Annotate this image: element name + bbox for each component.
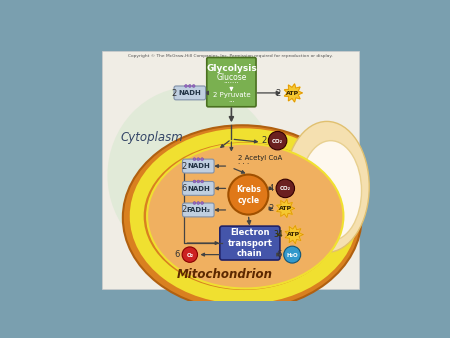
Text: Glycolysis: Glycolysis — [206, 65, 257, 73]
FancyBboxPatch shape — [102, 51, 359, 289]
Text: 34: 34 — [273, 230, 283, 239]
Text: 2: 2 — [181, 162, 187, 171]
Circle shape — [197, 180, 200, 183]
Text: 4: 4 — [269, 184, 274, 193]
Text: CO₂: CO₂ — [280, 186, 291, 191]
Text: NADH: NADH — [187, 164, 210, 169]
Circle shape — [197, 202, 200, 204]
Text: H₂O: H₂O — [286, 252, 298, 258]
Text: Krebs
cycle: Krebs cycle — [236, 185, 261, 204]
Circle shape — [193, 202, 196, 204]
Text: Cytoplasm: Cytoplasm — [121, 131, 183, 144]
Circle shape — [189, 84, 191, 88]
Text: 2: 2 — [181, 206, 187, 214]
Ellipse shape — [284, 121, 369, 252]
Polygon shape — [285, 225, 303, 244]
Text: 2 Pyruvate: 2 Pyruvate — [212, 92, 250, 98]
Polygon shape — [284, 84, 302, 102]
Polygon shape — [277, 199, 295, 218]
Circle shape — [201, 180, 203, 183]
FancyBboxPatch shape — [220, 226, 280, 260]
Text: 2: 2 — [269, 204, 274, 213]
Text: Mitochondrion: Mitochondrion — [177, 268, 273, 281]
Ellipse shape — [108, 87, 277, 264]
Circle shape — [197, 158, 200, 161]
Circle shape — [182, 247, 198, 262]
FancyBboxPatch shape — [207, 57, 256, 107]
Text: O₂: O₂ — [186, 252, 194, 258]
Text: NADH: NADH — [187, 186, 210, 192]
Text: 6: 6 — [276, 250, 281, 259]
Text: Electron
transport
chain: Electron transport chain — [227, 228, 272, 258]
FancyBboxPatch shape — [183, 203, 214, 217]
Text: NADH: NADH — [179, 90, 201, 96]
Circle shape — [184, 84, 187, 88]
Text: ATP: ATP — [287, 233, 300, 238]
Circle shape — [268, 131, 287, 150]
Text: Glucose: Glucose — [216, 73, 247, 82]
Circle shape — [201, 158, 203, 161]
Text: ·······: ······· — [224, 80, 239, 86]
Text: 2 Acetyl CoA: 2 Acetyl CoA — [238, 154, 282, 161]
Ellipse shape — [300, 141, 361, 241]
Text: 6: 6 — [175, 250, 180, 259]
Circle shape — [193, 180, 196, 183]
Circle shape — [228, 174, 268, 215]
Ellipse shape — [147, 144, 343, 289]
Circle shape — [193, 158, 196, 161]
Text: 2: 2 — [172, 89, 177, 98]
Circle shape — [192, 84, 195, 88]
Text: 2: 2 — [261, 136, 267, 145]
Text: ···: ··· — [228, 99, 235, 105]
Circle shape — [201, 202, 203, 204]
Text: ATP: ATP — [287, 91, 300, 96]
FancyBboxPatch shape — [174, 86, 206, 100]
Text: 2: 2 — [275, 89, 281, 98]
Ellipse shape — [123, 125, 361, 310]
Circle shape — [284, 246, 301, 263]
Text: Copyright © The McGraw-Hill Companies, Inc. Permission required for reproduction: Copyright © The McGraw-Hill Companies, I… — [128, 54, 333, 58]
Text: · · ·: · · · — [238, 161, 249, 167]
FancyBboxPatch shape — [183, 182, 214, 195]
FancyBboxPatch shape — [183, 159, 214, 173]
Text: ATP: ATP — [279, 206, 292, 211]
Text: CO₂: CO₂ — [272, 139, 283, 144]
Text: 6: 6 — [181, 184, 187, 193]
Circle shape — [276, 179, 295, 198]
Text: FADH₂: FADH₂ — [186, 207, 210, 213]
Ellipse shape — [147, 144, 343, 289]
